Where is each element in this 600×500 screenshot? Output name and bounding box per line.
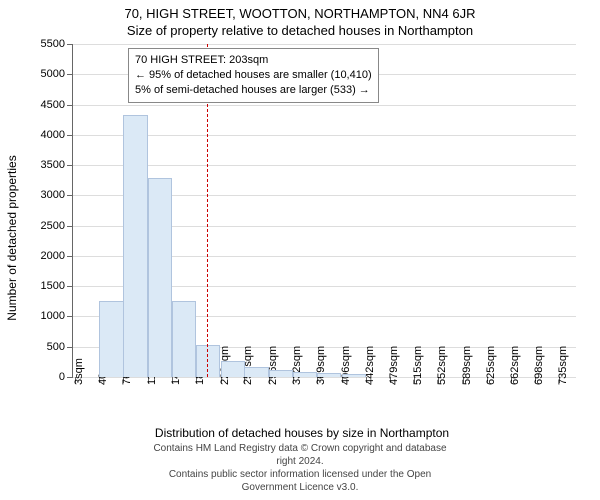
x-tick-label: 589sqm	[461, 346, 473, 385]
footer-line-2: Contains public sector information licen…	[150, 468, 450, 494]
x-tick-label: 3sqm	[73, 358, 85, 385]
gridline	[73, 165, 576, 166]
y-tick-label: 2000	[41, 250, 73, 262]
histogram-bar	[123, 115, 147, 377]
y-tick-label: 1000	[41, 310, 73, 322]
y-tick-label: 4500	[41, 99, 73, 111]
histogram-bar	[317, 373, 341, 377]
y-tick-label: 5500	[41, 38, 73, 50]
y-tick-label: 500	[47, 341, 73, 353]
y-tick-label: 1500	[41, 280, 73, 292]
chart-container: Number of detached properties 0500100015…	[24, 40, 580, 436]
histogram-bar	[99, 301, 123, 377]
gridline	[73, 44, 576, 45]
annotation-line-2: ← 95% of detached houses are smaller (10…	[135, 68, 372, 83]
x-tick-label: 662sqm	[509, 346, 521, 385]
histogram-bar	[342, 374, 366, 377]
histogram-bar	[148, 178, 172, 377]
footer-line-1: Contains HM Land Registry data © Crown c…	[150, 442, 450, 468]
histogram-bar	[269, 370, 293, 377]
x-tick-label: 369sqm	[315, 346, 327, 385]
gridline	[73, 135, 576, 136]
histogram-bar	[221, 361, 245, 377]
plot-area: 0500100015002000250030003500400045005000…	[72, 44, 576, 378]
x-axis-label: Distribution of detached houses by size …	[155, 426, 449, 440]
histogram-bar	[293, 372, 317, 377]
y-tick-label: 5000	[41, 68, 73, 80]
x-tick-label: 625sqm	[485, 346, 497, 385]
y-tick-label: 2500	[41, 220, 73, 232]
y-tick-label: 3500	[41, 159, 73, 171]
x-tick-label: 442sqm	[364, 346, 376, 385]
x-tick-label: 735sqm	[557, 346, 569, 385]
x-tick-label: 515sqm	[412, 346, 424, 385]
page-subtitle: Size of property relative to detached ho…	[0, 21, 600, 38]
x-tick-label: 406sqm	[340, 346, 352, 385]
page-address-title: 70, HIGH STREET, WOOTTON, NORTHAMPTON, N…	[0, 0, 600, 21]
annotation-line-3: 5% of semi-detached houses are larger (5…	[135, 83, 372, 98]
y-tick-label: 3000	[41, 189, 73, 201]
annotation-line-1: 70 HIGH STREET: 203sqm	[135, 53, 372, 68]
x-tick-label: 552sqm	[436, 346, 448, 385]
y-tick-label: 4000	[41, 129, 73, 141]
histogram-bar	[172, 301, 196, 377]
y-axis-label: Number of detached properties	[5, 155, 19, 320]
attribution-footer: Contains HM Land Registry data © Crown c…	[150, 442, 450, 494]
x-tick-label: 296sqm	[267, 346, 279, 385]
histogram-bar	[244, 367, 268, 377]
x-tick-label: 698sqm	[533, 346, 545, 385]
x-tick-label: 332sqm	[291, 346, 303, 385]
y-tick-label: 0	[59, 371, 73, 383]
gridline	[73, 105, 576, 106]
x-tick-label: 479sqm	[388, 346, 400, 385]
reference-annotation: 70 HIGH STREET: 203sqm ← 95% of detached…	[128, 48, 379, 103]
